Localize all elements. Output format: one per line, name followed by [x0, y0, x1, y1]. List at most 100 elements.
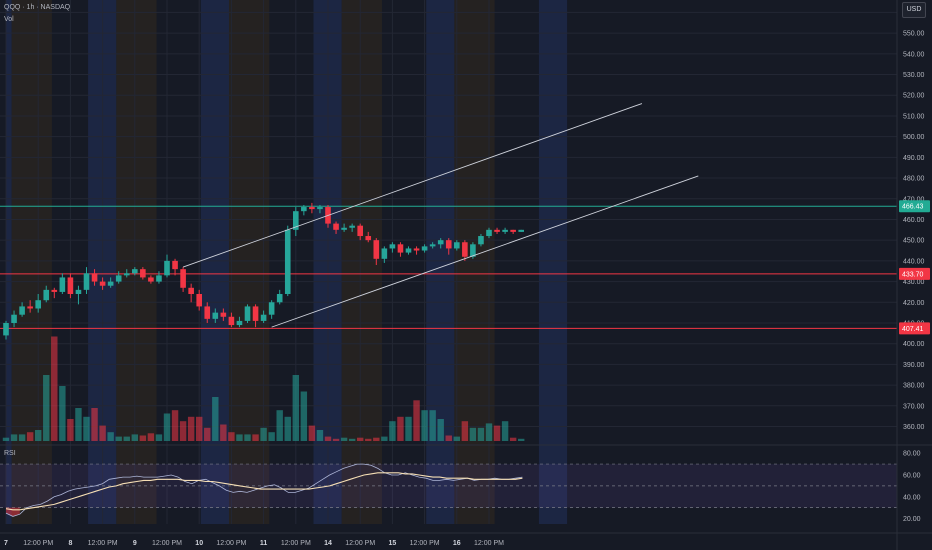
candle-body — [421, 246, 428, 251]
time-tick-label: 12:00 PM — [281, 540, 311, 547]
volume-bar — [437, 419, 444, 441]
volume-bar — [43, 375, 50, 441]
volume-bar — [10, 434, 18, 441]
volume-bar — [413, 400, 420, 441]
price-tick-label: 390.00 — [903, 362, 925, 369]
candle-body — [140, 269, 146, 278]
volume-bar — [445, 435, 452, 441]
volume-bar — [405, 416, 412, 441]
candle-body — [123, 273, 130, 276]
volume-bar — [365, 438, 372, 441]
price-tick-label: 430.00 — [903, 279, 925, 286]
candle-body — [212, 312, 219, 319]
time-tick-label: 11 — [260, 540, 268, 547]
price-tick-label: 440.00 — [903, 258, 925, 265]
rsi-band — [0, 464, 897, 508]
candle-body — [35, 300, 41, 309]
price-tick-label: 490.00 — [903, 155, 925, 162]
candle-body — [502, 229, 508, 232]
volume-bar — [509, 437, 517, 441]
candle-body — [11, 314, 17, 323]
volume-bar — [348, 438, 356, 441]
symbol-title: QQQ · 1h · NASDAQ — [4, 4, 71, 11]
currency-button[interactable]: USD — [902, 2, 926, 18]
candle-body — [67, 277, 74, 294]
volume-bar — [2, 437, 10, 441]
volume-bar — [381, 436, 388, 441]
time-tick-label: 14 — [324, 540, 332, 547]
volume-bar — [284, 416, 291, 441]
candle-body — [252, 306, 259, 321]
volume-bar — [501, 421, 509, 441]
price-level-tag — [899, 267, 930, 280]
volume-bar — [316, 430, 324, 441]
volume-bar — [212, 397, 219, 441]
candle-body — [156, 275, 162, 282]
volume-bar — [51, 336, 58, 441]
price-tick-label: 500.00 — [903, 134, 925, 141]
candle-body — [365, 236, 372, 241]
volume-bar — [292, 375, 299, 441]
volume-bar — [131, 434, 138, 441]
rsi-tick-label: 20.00 — [903, 516, 921, 523]
volume-bar — [493, 425, 501, 441]
volume-bar — [187, 416, 195, 441]
volume-bar — [268, 432, 275, 441]
volume-bar — [123, 436, 130, 441]
candle-body — [397, 244, 404, 253]
price-tick-label: 400.00 — [903, 341, 925, 348]
volume-bar — [155, 434, 163, 441]
volume-bar — [26, 432, 34, 441]
candle-body — [341, 227, 347, 230]
candle-body — [51, 289, 58, 292]
rsi-tick-label: 40.00 — [903, 494, 921, 501]
volume-bar — [485, 423, 493, 441]
candle-body — [333, 223, 339, 230]
volume-bar — [228, 432, 235, 441]
price-tick-label: 420.00 — [903, 300, 925, 307]
candle-body — [373, 240, 380, 259]
price-tick-label: 540.00 — [903, 51, 925, 58]
session-band — [538, 0, 568, 524]
candle-body — [284, 229, 291, 294]
time-tick-label: 15 — [389, 540, 397, 547]
volume-bar — [461, 421, 469, 441]
candle-body — [349, 225, 355, 228]
candle-body — [196, 294, 202, 307]
candle-body — [115, 275, 122, 282]
session-band — [6, 0, 12, 524]
candle-body — [437, 240, 444, 245]
candle-body — [164, 260, 170, 276]
volume-bar — [59, 386, 66, 441]
price-tick-label: 470.00 — [903, 196, 925, 203]
volume-bar — [300, 391, 308, 441]
candle-body — [381, 248, 388, 259]
candle-body — [3, 322, 9, 336]
volume-label: Vol — [4, 16, 14, 23]
price-tick-label: 520.00 — [903, 93, 925, 100]
volume-bar — [244, 434, 251, 441]
volume-bar — [35, 430, 42, 441]
volume-bar — [91, 408, 98, 441]
candle-body — [260, 314, 267, 321]
price-level-tag-text: 433.70 — [902, 271, 924, 278]
time-tick-label: 12:00 PM — [23, 540, 53, 547]
candle-body — [317, 207, 323, 210]
candle-body — [19, 306, 25, 315]
time-tick-label: 12:00 PM — [88, 540, 118, 547]
volume-bar — [115, 436, 122, 441]
candle-body — [389, 244, 396, 249]
volume-bar — [260, 427, 267, 441]
volume-bar — [18, 434, 26, 441]
price-level-tag — [899, 200, 930, 213]
candle-body — [148, 277, 154, 282]
price-level-tag-text: 407.41 — [902, 326, 924, 333]
time-tick-label: 9 — [133, 540, 137, 547]
volume-bar — [179, 421, 187, 441]
candle-body — [494, 229, 500, 232]
candle-body — [204, 306, 211, 319]
volume-bar — [107, 432, 114, 441]
candle-body — [276, 294, 283, 303]
volume-bar — [389, 421, 396, 441]
